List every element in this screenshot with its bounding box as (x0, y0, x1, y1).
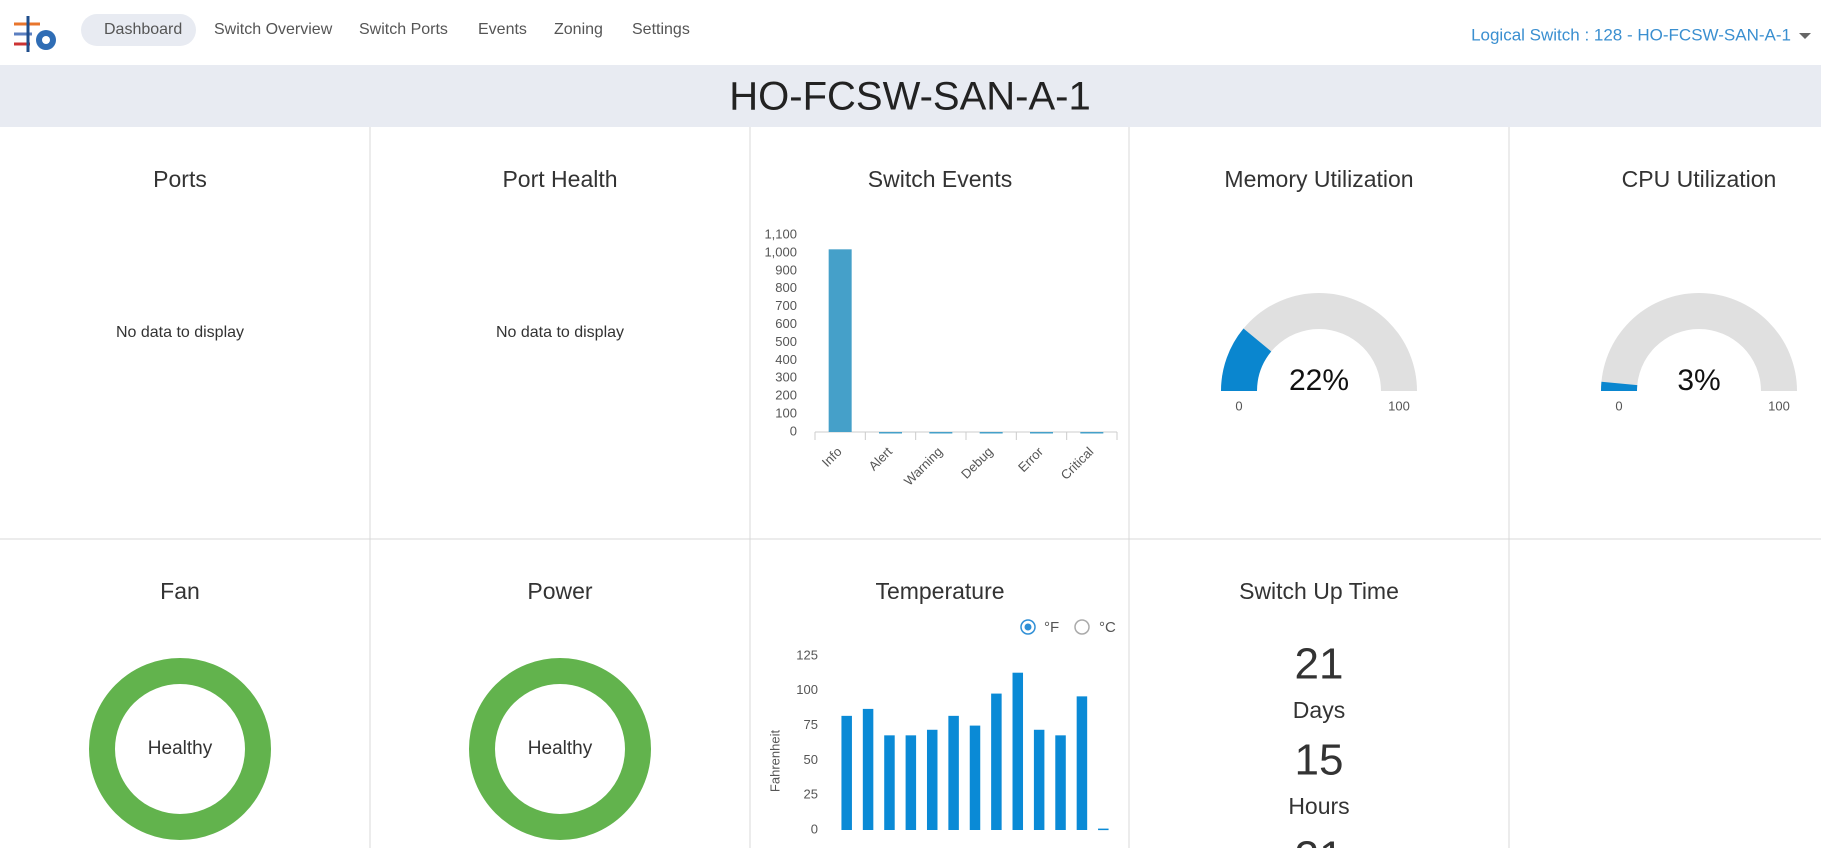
bar (862, 708, 874, 830)
logical-switch[interactable]: Logical Switch : 128 - HO-FCSW-SAN-A-1 (1471, 25, 1791, 44)
bar (828, 249, 852, 432)
bar (926, 729, 938, 830)
header-band (0, 65, 1821, 127)
panel-title: Memory Utilization (1224, 166, 1413, 192)
bar (991, 693, 1002, 830)
uptime-label: Hours (1288, 793, 1349, 819)
y-tick-label: 75 (804, 717, 818, 732)
panel-title: Power (527, 578, 593, 604)
bar (905, 735, 917, 830)
y-tick-label: 300 (775, 370, 797, 385)
bar (1012, 672, 1024, 830)
y-tick-label: 25 (804, 787, 818, 802)
gauge-value (1601, 381, 1638, 391)
y-tick-label: 600 (775, 316, 797, 331)
nav-item[interactable]: Settings (632, 21, 690, 38)
bar (929, 432, 953, 434)
gauge-tick-label: 0 (1615, 398, 1622, 413)
bar (841, 715, 852, 830)
y-axis-label: Fahrenheit (767, 730, 782, 793)
bar (1033, 729, 1045, 830)
y-tick-label: 0 (811, 821, 818, 836)
y-tick-label: 900 (775, 262, 797, 277)
bar (979, 432, 1003, 434)
bar (1098, 828, 1109, 831)
gauge-tick-label: 100 (1388, 398, 1410, 413)
bar (969, 725, 981, 830)
y-tick-label: 700 (775, 298, 797, 313)
switch-title: HO-FCSW-SAN-A-1 (729, 75, 1090, 119)
y-tick-label: 1,000 (764, 244, 797, 259)
logo[interactable] (14, 16, 56, 52)
gauge-label: 22% (1289, 364, 1349, 397)
y-tick-label: 400 (775, 352, 797, 367)
y-tick-label: 500 (775, 334, 797, 349)
bar (948, 715, 959, 830)
x-tick-label: Info (819, 444, 845, 470)
panel-title: Ports (153, 166, 207, 192)
uptime-days: 21 (1295, 640, 1344, 689)
nav-item[interactable]: Events (478, 21, 527, 38)
y-tick-label: 800 (775, 280, 797, 295)
bar (884, 735, 895, 830)
y-tick-label: 0 (790, 423, 797, 438)
x-tick-label: Alert (866, 444, 896, 474)
dropdown-caret[interactable] (1799, 33, 1811, 39)
radio[interactable] (1074, 619, 1090, 635)
status-ring (89, 658, 271, 840)
gauge-tick-label: 0 (1235, 398, 1242, 413)
status-ring (469, 658, 651, 840)
uptime-label: Days (1293, 697, 1345, 723)
x-tick-label: Critical (1058, 444, 1097, 483)
nav-item[interactable]: Dashboard (104, 21, 182, 38)
radio-dot[interactable] (1024, 623, 1032, 631)
gauge-track (1221, 293, 1417, 391)
y-tick-label: 100 (775, 406, 797, 421)
gauge-tick-label: 100 (1768, 398, 1790, 413)
empty-message: No data to display (116, 324, 244, 341)
nav-item[interactable]: Zoning (554, 21, 603, 38)
nav-item[interactable]: Switch Overview (214, 21, 333, 38)
bar (1055, 735, 1066, 830)
panel-title: Fan (160, 578, 200, 604)
gauge-track (1601, 293, 1797, 391)
uptime-minutes: 21 (1295, 833, 1344, 848)
bar (1030, 432, 1053, 434)
status-text: Healthy (148, 738, 213, 759)
bar (879, 432, 902, 434)
radio-label[interactable]: °C (1099, 619, 1116, 636)
status-text: Healthy (528, 738, 593, 759)
panel-title: Switch Events (868, 166, 1012, 192)
y-tick-label: 200 (775, 388, 797, 403)
panel-title: Temperature (875, 578, 1004, 604)
bar (1080, 432, 1104, 434)
uptime-hours: 15 (1295, 736, 1344, 785)
nav-active-pill (81, 14, 196, 46)
x-tick-label: Debug (958, 444, 996, 482)
empty-message: No data to display (496, 324, 624, 341)
bar (1076, 696, 1088, 830)
panel-title: Port Health (502, 166, 617, 192)
gauge-value (1221, 328, 1272, 391)
y-tick-label: 100 (796, 682, 818, 697)
panel-title: CPU Utilization (1622, 166, 1777, 192)
nav-item[interactable]: Switch Ports (359, 21, 448, 38)
panel-title: Switch Up Time (1239, 578, 1399, 604)
radio-label[interactable]: °F (1044, 619, 1059, 636)
y-tick-label: 125 (796, 647, 818, 662)
y-tick-label: 1,100 (764, 226, 797, 241)
x-tick-label: Error (1015, 443, 1047, 475)
gauge-label: 3% (1677, 364, 1720, 397)
x-tick-label: Warning (901, 444, 946, 489)
y-tick-label: 50 (804, 752, 818, 767)
